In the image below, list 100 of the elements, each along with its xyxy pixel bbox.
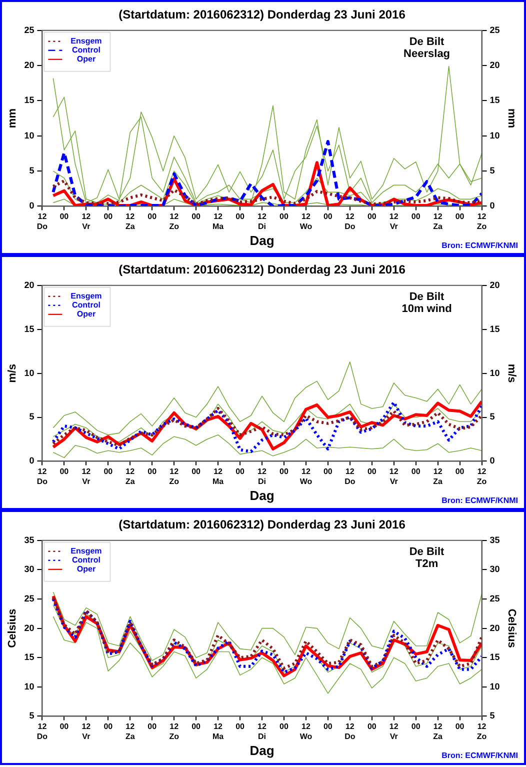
y-tick-label: 15 (24, 324, 34, 334)
y2-tick-label: 25 (490, 593, 500, 604)
x-tick-label: 12 Za (125, 212, 136, 231)
y-tick-label: 25 (24, 24, 34, 35)
y2-tick-label: 0 (490, 200, 495, 211)
y-axis-title: mm (6, 108, 19, 128)
text: Bron: ECMWF/KNMI (442, 241, 518, 250)
x-tick-label: 12 Vr (389, 212, 399, 231)
x-tick-label: 00 (455, 212, 465, 222)
y-tick-label: 20 (24, 60, 34, 70)
chart-title: (Startdatum: 2016062312) Donderdag 23 Juni 2016 (118, 518, 406, 532)
x-tick-label: 00 (236, 467, 246, 476)
x-tick-label: 00 (367, 467, 377, 476)
x-tick-label: 12 Zo (476, 722, 487, 741)
x-tick-label: 12 Di (258, 212, 267, 231)
x-axis-title: Dag (250, 488, 274, 503)
y2-axis-title: m/s (505, 364, 518, 383)
y2-tick-label: 5 (490, 412, 495, 422)
x-tick-label: 12 Do (344, 212, 356, 231)
x-tick-label: 12 Zo (169, 467, 180, 486)
line-series (52, 179, 482, 206)
x-tick-label: 00 (280, 722, 289, 732)
y2-tick-label: 15 (490, 95, 500, 106)
y-tick-label: 15 (24, 95, 34, 106)
x-tick-label: 12 Do (36, 467, 48, 486)
x-tick-label: 12 Vr (389, 467, 399, 486)
x-tick-label: 00 (455, 467, 465, 476)
y-tick-label: 10 (24, 368, 34, 378)
x-tick-label: 12 Zo (476, 467, 487, 486)
y-tick-label: 5 (29, 166, 34, 176)
y2-tick-label: 30 (490, 564, 500, 574)
x-tick-label: 00 (104, 722, 114, 732)
x-tick-label: 12 Vr (389, 722, 399, 741)
legend-label: Oper (76, 564, 96, 574)
x-tick-label: 12 Wo (300, 467, 312, 486)
y-tick-label: 25 (24, 593, 34, 604)
x-tick-label: 12 Ma (212, 722, 224, 741)
annotation: De Bilt (409, 290, 445, 303)
legend-label: Ensgem (70, 546, 102, 556)
x-axis-title: Dag (250, 232, 274, 248)
x-tick-label: 12 Vr (82, 722, 92, 741)
line-series (52, 140, 482, 206)
x-tick-label: 00 (60, 467, 70, 476)
x-tick-label: 00 (367, 722, 377, 732)
y-tick-label: 0 (29, 200, 34, 211)
chart-title: (Startdatum: 2016062312) Donderdag 23 Juni 2016 (118, 262, 406, 277)
y-tick-label: 35 (24, 534, 34, 545)
x-tick-label: 00 (148, 722, 158, 732)
annotation: 10m wind (402, 302, 452, 315)
x-tick-label: 12 Vr (82, 212, 92, 231)
y2-axis-title: mm (505, 108, 518, 128)
x-tick-label: 00 (192, 467, 202, 476)
y2-tick-label: 35 (490, 534, 500, 545)
x-tick-label: 00 (280, 467, 289, 476)
legend-label: Oper (76, 54, 96, 64)
y-tick-label: 10 (24, 681, 34, 692)
y2-tick-label: 20 (490, 60, 500, 70)
legend-label: Oper (76, 310, 96, 319)
x-tick-label: 00 (104, 212, 114, 222)
y-tick-label: 5 (29, 412, 34, 422)
y2-tick-label: 10 (490, 130, 500, 140)
x-tick-label: 00 (148, 467, 158, 476)
x-tick-label: 12 Wo (300, 212, 312, 231)
x-tick-label: 00 (192, 212, 202, 222)
y2-tick-label: 5 (490, 166, 495, 176)
x-tick-label: 12 Za (125, 467, 136, 486)
x-axis-title: Dag (250, 742, 274, 758)
x-tick-label: 00 (280, 212, 289, 222)
x-tick-label: 12 Za (125, 722, 136, 741)
x-tick-label: 00 (236, 722, 246, 732)
x-tick-label: 00 (367, 212, 377, 222)
x-tick-label: 12 Zo (169, 212, 180, 231)
x-tick-label: 12 Do (36, 212, 48, 231)
annotation: T2m (415, 558, 438, 570)
y2-tick-label: 10 (490, 681, 500, 692)
x-tick-label: 12 Vr (82, 467, 92, 486)
y-tick-label: 0 (29, 456, 34, 466)
x-tick-label: 12 Zo (476, 212, 487, 231)
legend-label: Control (72, 556, 100, 565)
x-tick-label: 12 Ma (212, 467, 224, 486)
x-tick-label: 00 (192, 722, 202, 732)
x-tick-label: 00 (411, 722, 421, 732)
x-tick-label: 00 (60, 212, 70, 222)
x-tick-label: 00 (411, 467, 421, 476)
x-tick-label: 00 (323, 467, 333, 476)
x-tick-label: 12 Do (344, 467, 356, 486)
x-tick-label: 00 (323, 722, 333, 732)
annotation: De Bilt (409, 546, 445, 558)
x-tick-label: 00 (104, 467, 114, 476)
annotation: De Bilt (409, 36, 445, 48)
legend-label: Ensgem (70, 292, 102, 301)
y2-tick-label: 10 (490, 368, 500, 378)
x-tick-label: 12 Za (433, 212, 444, 231)
y2-tick-label: 15 (490, 324, 500, 334)
y2-axis-title: Celsius (505, 608, 518, 648)
y-tick-label: 15 (24, 652, 34, 662)
y2-tick-label: 5 (490, 710, 495, 721)
legend-label: Control (72, 300, 100, 310)
legend-label: Control (72, 46, 100, 55)
legend-label: Ensgem (70, 36, 102, 46)
